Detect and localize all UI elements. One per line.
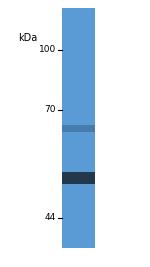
- Text: kDa: kDa: [18, 33, 37, 43]
- Bar: [62, 8, 95, 248]
- Text: 70: 70: [45, 105, 56, 115]
- Bar: [62, 124, 95, 132]
- Bar: [62, 172, 95, 184]
- Text: 100: 100: [39, 45, 56, 54]
- Text: 44: 44: [45, 214, 56, 222]
